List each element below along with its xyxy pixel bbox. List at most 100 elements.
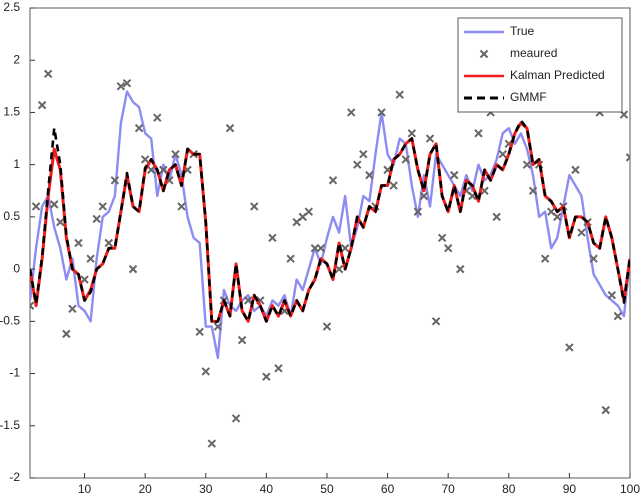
measured-point [207,439,217,448]
measured-point [347,108,356,117]
measured-point [30,301,35,310]
measured-point [262,372,271,381]
measured-point [68,304,77,314]
measured-point [553,212,562,222]
measured-point [86,254,95,263]
x-tick-label: 100 [620,482,640,496]
measured-point [237,335,247,345]
legend-label: meaured [510,46,557,60]
measured-point [43,69,53,79]
measured-point [431,317,441,326]
measured-point [286,254,295,263]
x-tick-label: 60 [381,482,395,496]
x-tick-label: 30 [199,482,213,496]
measured-point [589,254,598,263]
measured-point [147,165,156,175]
measured-point [389,181,398,190]
measured-point [177,202,186,211]
x-tick-label: 10 [78,482,92,496]
x-tick-label: 20 [138,482,152,496]
measured-point [492,212,501,222]
measured-point [395,90,404,99]
measured-point [322,322,332,331]
measured-point [353,160,362,169]
measured-point [213,322,223,331]
measured-point [613,311,623,321]
measured-point [413,207,423,216]
measured-point [56,217,65,227]
measured-point [201,367,210,376]
measured-point [116,82,126,91]
measured-point [401,155,410,164]
legend: True meaured Kalman Predicted GMMF [457,17,623,113]
y-tick-label: -0.5 [0,314,20,328]
measured-point [625,153,630,162]
measured-point [377,108,386,117]
y-tick-label: 1 [13,157,20,171]
measured-point [243,296,253,305]
measured-point [450,170,459,180]
y-tick-label: 0 [13,261,20,275]
measured-point [159,165,168,175]
measured-point [171,150,180,159]
measured-point [340,244,350,253]
measured-point [62,329,71,339]
measured-point [571,165,580,175]
measured-point [304,207,313,216]
measured-point [274,364,283,373]
y-tick-label: 0.5 [3,209,20,223]
measured-point [601,405,610,415]
measured-point [140,155,150,164]
measured-point [195,327,204,336]
measured-point [37,100,47,110]
y-tick-label: 2.5 [3,0,20,14]
measured-point [134,123,144,133]
measured-point [334,264,344,274]
x-tick-label: 80 [502,482,516,496]
measured-point [437,233,447,242]
measured-point [419,191,429,201]
series-line [30,119,630,325]
measured-point [328,176,338,185]
measured-point [153,113,162,122]
measured-point [104,238,113,248]
measured-point [225,123,235,133]
y-tick-label: -1 [9,366,20,380]
x-tick-label: 90 [563,482,577,496]
measured-point [425,134,435,143]
x-tick-label: 70 [442,482,456,496]
measured-point [50,200,59,209]
measured-point [498,150,507,159]
measured-point [74,238,83,248]
measured-point [407,129,417,138]
measured-point [31,202,41,211]
measured-point [443,244,453,253]
legend-box [457,17,623,113]
legend-label: True [510,24,535,38]
measured-point [522,160,532,169]
measured-point [122,78,132,88]
measured-point [128,264,138,274]
measured-point [607,291,617,300]
measured-point [92,214,101,224]
plot-content [30,69,630,448]
measured-point [474,129,483,138]
legend-swatch [479,49,489,59]
measured-point [110,176,120,185]
y-tick-label: 1.5 [3,105,20,119]
measured-point [528,186,538,195]
measured-point [316,244,326,253]
measured-point [359,150,368,159]
measured-point [250,202,259,211]
measured-point [540,254,550,263]
x-tick-label: 40 [260,482,274,496]
y-tick-label: 2 [13,52,20,66]
measured-point [98,202,107,211]
measured-point [80,275,89,284]
measured-point [577,228,586,237]
measured-point [231,414,241,423]
measured-point [565,343,574,352]
